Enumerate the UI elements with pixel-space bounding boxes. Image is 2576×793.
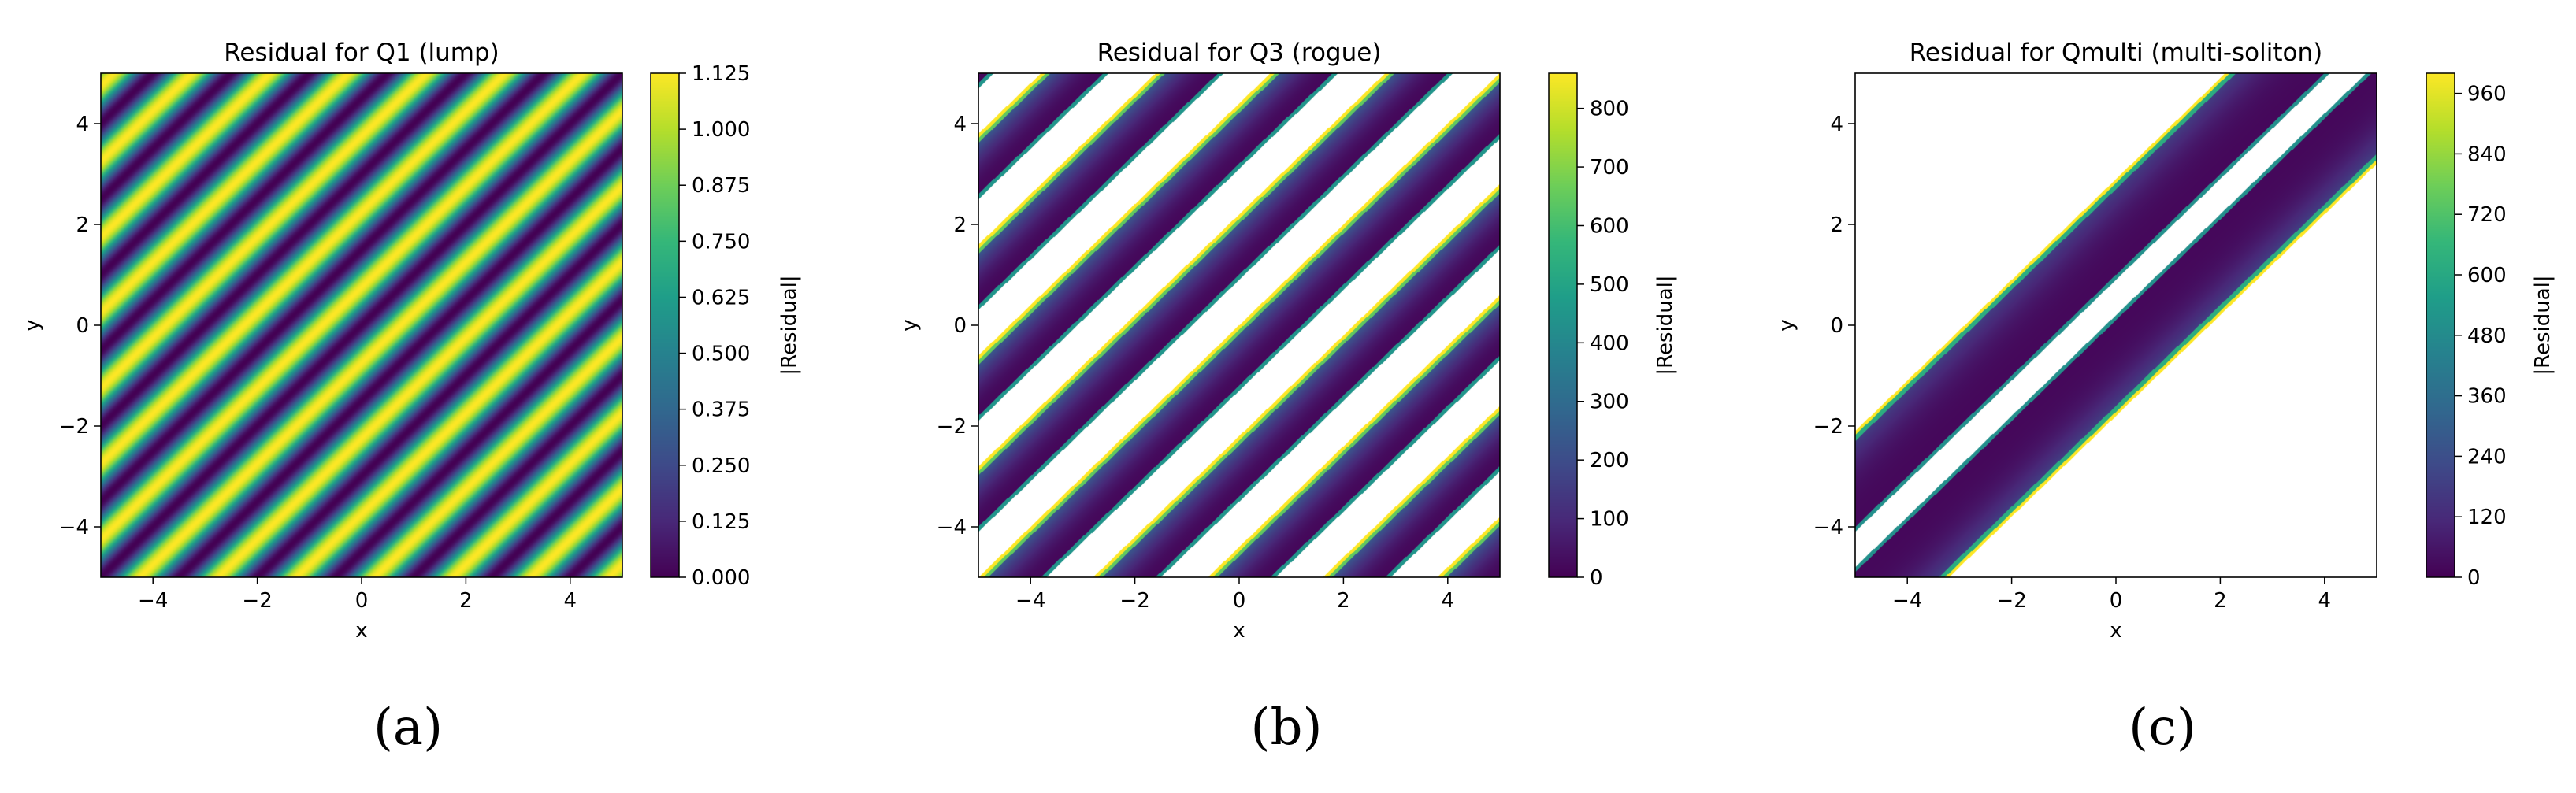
x-tick-label: −2 <box>1996 589 2026 613</box>
colorbar-tick-label: 700 <box>1590 156 1629 180</box>
y-tick-label: 0 <box>76 314 89 338</box>
x-tick-label: −4 <box>1015 589 1045 613</box>
colorbar-tick-label: 0.000 <box>692 566 750 590</box>
y-tick-label: 0 <box>953 314 967 338</box>
chart-panel-1: Residual for Q1 (lump) −4 −2 0 2 4 −4 −2 0 2 4 x y 0.… <box>20 39 801 757</box>
x-axis-label: x <box>355 619 367 643</box>
colorbar-tick-label: 840 <box>2467 143 2507 166</box>
panel-label: (b) <box>1251 699 1323 757</box>
colorbar-tick-label: 100 <box>1590 508 1629 532</box>
colorbar-gradient <box>1549 73 1577 577</box>
colorbar-tick-label: 720 <box>2467 203 2507 227</box>
y-tick-label: 4 <box>76 113 89 136</box>
x-tick-label: 0 <box>1233 589 1246 613</box>
heatmap-image <box>978 73 1500 577</box>
heatmap-image <box>101 73 622 577</box>
y-tick-label: −4 <box>937 516 967 539</box>
panel-label: (a) <box>373 699 443 757</box>
x-tick-label: 2 <box>1337 589 1350 613</box>
chart-title: Residual for Q1 (lump) <box>224 39 499 67</box>
colorbar-tick-label: 0.750 <box>692 230 750 254</box>
y-tick-label: 0 <box>1830 314 1843 338</box>
colorbar-tick-label: 1.000 <box>692 118 750 142</box>
colorbar-gradient <box>651 73 679 577</box>
chart-title: Residual for Qmulti (multi-soliton) <box>1910 39 2322 67</box>
y-tick-label: 4 <box>1830 113 1843 136</box>
y-axis-label: y <box>20 319 44 331</box>
colorbar-tick-label: 200 <box>1590 449 1629 472</box>
x-tick-label: −4 <box>1892 589 1922 613</box>
chart-panel-3: Residual for Qmulti (multi-soliton) −4 −2 0… <box>1775 39 2555 757</box>
colorbar-tick-label: 0 <box>1590 566 1603 590</box>
y-tick-label: 2 <box>76 213 89 237</box>
x-tick-label: 4 <box>2318 589 2332 613</box>
y-axis-label: y <box>1775 319 1798 331</box>
colorbar-gradient <box>2426 73 2455 577</box>
y-tick-label: −4 <box>1813 516 1843 539</box>
panel-label: (c) <box>2129 699 2196 757</box>
colorbar-tick-label: 1.125 <box>692 62 750 86</box>
x-tick-label: 0 <box>355 589 369 613</box>
y-tick-label: 2 <box>953 213 967 237</box>
colorbar-tick-label: 600 <box>2467 264 2507 287</box>
y-tick-label: 4 <box>953 113 967 136</box>
colorbar-label: |Residual| <box>1654 275 1677 375</box>
chart-panel-2: Residual for Q3 (rogue) −4 −2 0 2 4 −4 −2 0 2 4 x y 0… <box>898 39 1677 757</box>
y-axis-label: y <box>898 319 922 331</box>
colorbar-tick-label: 240 <box>2467 445 2507 469</box>
x-tick-label: −4 <box>138 589 168 613</box>
colorbar-tick-label: 0.375 <box>692 398 750 422</box>
x-axis-label: x <box>2110 619 2121 643</box>
colorbar-tick-label: 480 <box>2467 324 2507 348</box>
colorbar-tick-label: 360 <box>2467 385 2507 409</box>
colorbar-tick-label: 400 <box>1590 332 1629 355</box>
colorbar-tick-label: 600 <box>1590 214 1629 238</box>
colorbar-frame <box>2426 72 2455 578</box>
colorbar-label: |Residual| <box>778 275 801 375</box>
x-tick-label: 4 <box>564 589 577 613</box>
y-tick-label: −2 <box>1813 415 1843 439</box>
colorbar-tick-label: 0.250 <box>692 454 750 478</box>
heatmap-image <box>1855 73 2377 577</box>
y-tick-label: 2 <box>1830 213 1843 237</box>
colorbar-tick-label: 0.875 <box>692 174 750 198</box>
colorbar-tick-label: 500 <box>1590 273 1629 297</box>
colorbar-tick-label: 960 <box>2467 83 2507 106</box>
x-tick-label: 4 <box>1442 589 1455 613</box>
x-tick-label: 2 <box>2214 589 2227 613</box>
colorbar-tick-label: 0.625 <box>692 286 750 309</box>
x-tick-label: −2 <box>242 589 272 613</box>
colorbar-label: |Residual| <box>2531 275 2555 375</box>
chart-title: Residual for Q3 (rogue) <box>1097 39 1382 67</box>
colorbar-tick-label: 0.500 <box>692 343 750 366</box>
colorbar-tick-label: 0 <box>2467 566 2481 590</box>
x-axis-label: x <box>1233 619 1245 643</box>
x-tick-label: −2 <box>1119 589 1149 613</box>
y-tick-label: −4 <box>59 516 89 539</box>
colorbar-frame <box>1548 72 1578 578</box>
x-tick-label: 2 <box>459 589 473 613</box>
colorbar-tick-label: 0.125 <box>692 510 750 534</box>
y-tick-label: −2 <box>59 415 89 439</box>
y-tick-label: −2 <box>937 415 967 439</box>
colorbar-tick-label: 300 <box>1590 391 1629 414</box>
x-tick-label: 0 <box>2110 589 2123 613</box>
colorbar-tick-label: 120 <box>2467 506 2507 529</box>
colorbar-tick-label: 800 <box>1590 98 1629 121</box>
colorbar-frame <box>650 72 680 578</box>
